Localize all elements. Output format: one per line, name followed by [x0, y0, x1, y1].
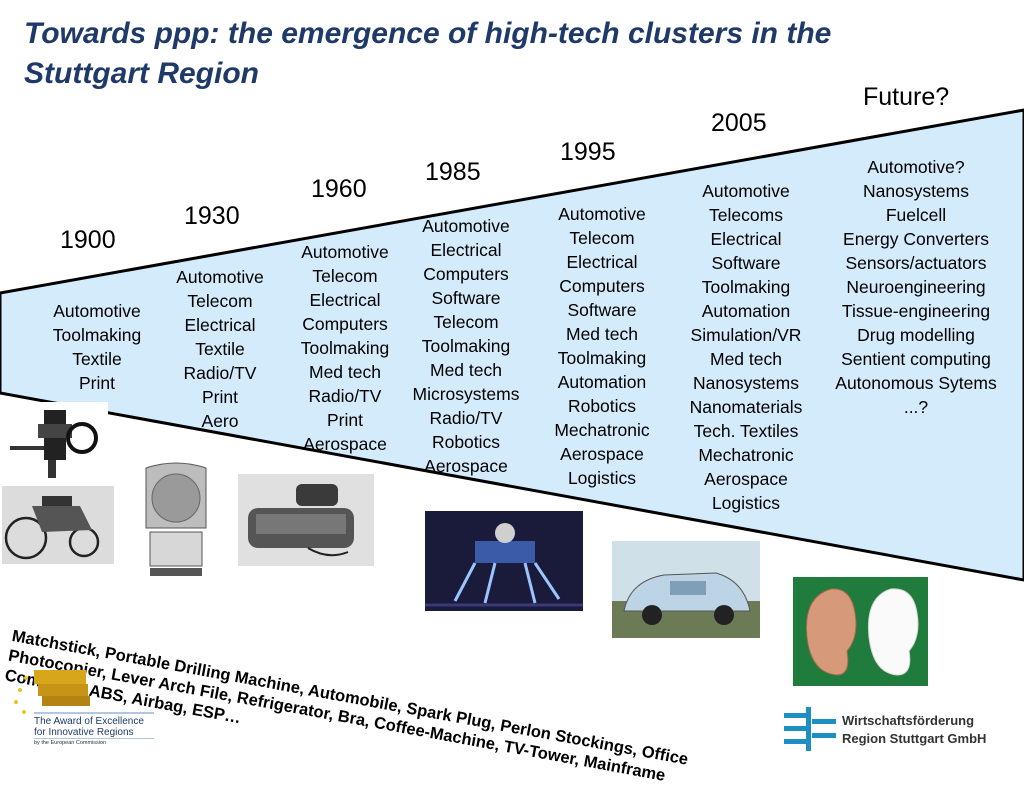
tissue-ear-image	[793, 577, 928, 686]
industry-item: Sentient computing	[841, 349, 991, 369]
industry-list-1930: Automotive Telecom Electrical Textile Radio/…	[155, 265, 285, 433]
industry-item: Electrical	[184, 315, 256, 335]
industry-list-1900: Automotive Toolmaking Textile Print	[32, 299, 162, 395]
industry-item: Radio/TV	[183, 363, 257, 383]
industry-item: Electrical	[710, 229, 782, 249]
industry-item: Telecom	[433, 312, 499, 332]
automobile-image	[2, 486, 114, 564]
industry-item: Med tech	[566, 324, 638, 344]
industry-item: Automotive	[301, 242, 389, 262]
industry-item: Electrical	[309, 290, 381, 310]
industry-list-1985: Automotive Electrical Computers Software Tel…	[396, 214, 536, 478]
industry-item: Toolmaking	[52, 325, 142, 345]
refrigerator-image	[136, 458, 216, 582]
industry-list-1960: Automotive Telecom Electrical Computers Tool…	[280, 240, 410, 456]
industry-item: Aerospace	[704, 469, 788, 489]
industry-item: Software	[711, 253, 781, 273]
industry-item: Print	[202, 387, 238, 407]
industry-item: Neuroengineering	[846, 277, 986, 297]
industry-item: Simulation/VR	[690, 325, 802, 345]
industry-item: Telecoms	[709, 205, 783, 225]
industry-item: Nanomaterials	[689, 397, 803, 417]
industry-item: Automotive	[53, 301, 141, 321]
industry-item: Aerospace	[560, 444, 644, 464]
industry-item: Toolmaking	[300, 338, 390, 358]
photocopier-image	[238, 474, 374, 566]
industry-item: Telecom	[187, 291, 253, 311]
year-label: 2005	[711, 109, 767, 137]
industry-item: Automotive	[422, 216, 510, 236]
industry-item: Computers	[559, 276, 645, 296]
industry-item: Toolmaking	[701, 277, 791, 297]
industry-item: Automation	[701, 301, 791, 321]
year-label: 1995	[560, 138, 616, 166]
industry-item: Robotics	[431, 432, 501, 452]
industry-item: Automation	[557, 372, 647, 392]
award-label: The Award of Excellence for Innovative R…	[34, 716, 144, 738]
year-label: Future?	[863, 83, 950, 111]
industry-item: Mechatronic	[698, 445, 794, 465]
timeline-wedge	[0, 108, 1024, 582]
industry-item: Drug modelling	[857, 325, 975, 345]
wrs-logo-icon	[784, 707, 836, 751]
industry-item: Aerospace	[303, 434, 387, 454]
industry-item: Radio/TV	[429, 408, 503, 428]
industry-item: Logistics	[711, 493, 781, 513]
industry-item: Aero	[201, 411, 239, 431]
industry-item: Software	[431, 288, 501, 308]
industry-item: Med tech	[309, 362, 381, 382]
industry-item: Automotive	[702, 181, 790, 201]
industry-item: Autonomous Sytems	[835, 373, 997, 393]
industry-item: Textile	[72, 349, 122, 369]
industry-item: Logistics	[567, 468, 637, 488]
industry-item: Med tech	[710, 349, 782, 369]
industry-item: Nanosystems	[862, 181, 969, 201]
industry-item: Automotive	[558, 204, 646, 224]
industry-item: Tech. Textiles	[693, 421, 799, 441]
industry-item: Telecom	[312, 266, 378, 286]
industry-item: Sensors/actuators	[845, 253, 987, 273]
industry-item: Med tech	[430, 360, 502, 380]
industry-item: Mechatronic	[554, 420, 650, 440]
industry-item: Software	[567, 300, 637, 320]
industry-item: Microsystems	[412, 384, 520, 404]
industry-item: Computers	[423, 264, 509, 284]
industry-item: Toolmaking	[421, 336, 511, 356]
year-label: 1960	[311, 175, 367, 203]
industry-item: Electrical	[566, 252, 638, 272]
industry-item: Electrical	[430, 240, 502, 260]
industry-item: Robotics	[567, 396, 637, 416]
industry-item: ...?	[903, 397, 929, 417]
industry-item: Fuelcell	[885, 205, 947, 225]
industry-item: Textile	[195, 339, 245, 359]
industry-list-1995: Automotive Telecom Electrical Computers Soft…	[532, 202, 672, 490]
year-label: 1900	[60, 226, 116, 254]
robot-image	[425, 511, 583, 611]
industry-item: Aerospace	[424, 456, 508, 476]
industry-item: Telecom	[569, 228, 635, 248]
industry-item: Automotive	[176, 267, 264, 287]
industry-item: Computers	[302, 314, 388, 334]
organization-name: Wirtschaftsförderung Region Stuttgart Gm…	[842, 713, 987, 746]
award-subtitle: by the European Commission	[34, 740, 107, 746]
slide-title: Towards ppp: the emergence of high-tech …	[24, 17, 832, 90]
industry-item: Print	[327, 410, 363, 430]
industry-list-future: Automotive? Nanosystems Fuelcell Energy Con…	[816, 155, 1016, 419]
industry-item: Toolmaking	[557, 348, 647, 368]
industry-item: Radio/TV	[308, 386, 382, 406]
industry-item: Nanosystems	[692, 373, 799, 393]
industry-item: Tissue-engineering	[841, 301, 991, 321]
industry-item: Automotive?	[867, 157, 965, 177]
year-label: 1985	[425, 158, 481, 186]
industry-item: Print	[79, 373, 115, 393]
award-logo	[14, 670, 154, 739]
industry-item: Energy Converters	[843, 229, 989, 249]
year-label: 1930	[184, 202, 240, 230]
drilling-machine-image	[4, 402, 108, 482]
industry-list-2005: Automotive Telecoms Electrical Software Tool…	[676, 179, 816, 515]
fuelcell-car-image	[612, 541, 760, 638]
